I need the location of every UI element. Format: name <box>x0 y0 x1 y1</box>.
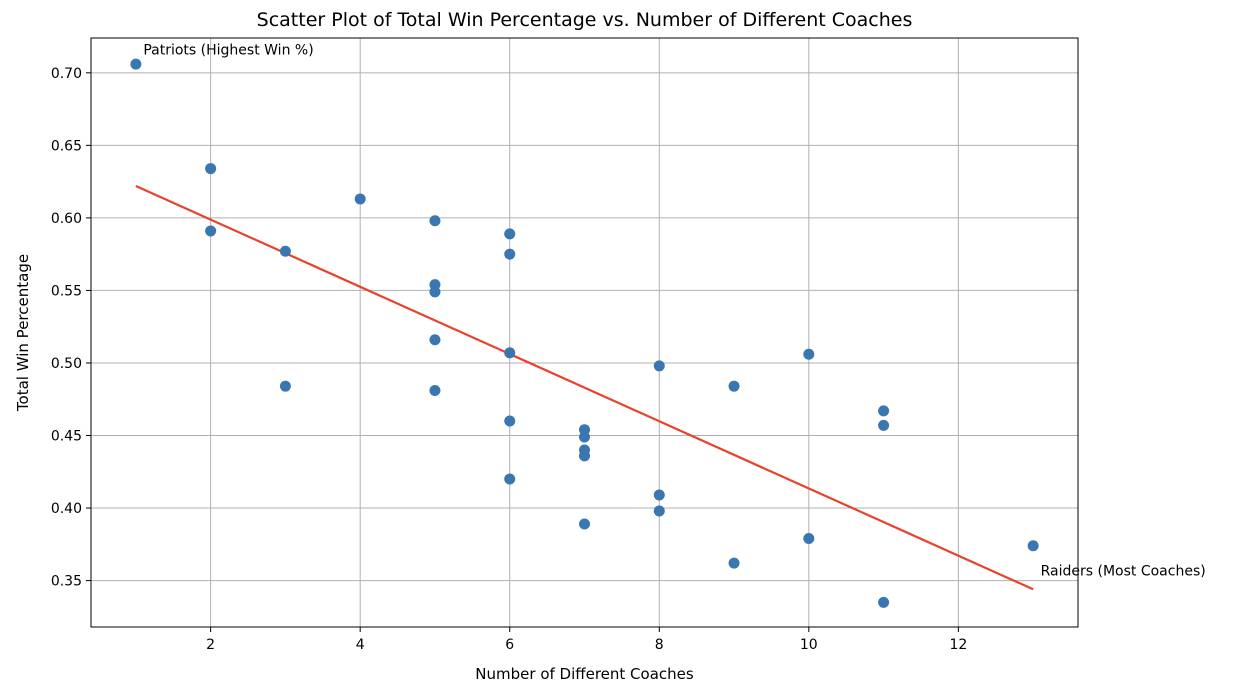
data-point <box>429 286 441 298</box>
data-point <box>504 228 516 240</box>
axis-ticks: 2 4 6 8 10 12 0.35 0.40 0.45 0.50 0.55 0.60 0.65 0.70 <box>51 66 967 653</box>
data-point <box>279 245 291 257</box>
x-tick-label: 6 <box>505 637 514 653</box>
data-point <box>653 505 665 517</box>
data-point <box>504 473 516 485</box>
point-annotation: Raiders (Most Coaches) <box>1041 563 1206 579</box>
data-point <box>354 193 366 205</box>
y-tick-label: 0.65 <box>51 138 82 154</box>
x-tick-label: 2 <box>206 637 215 653</box>
data-point <box>504 347 516 359</box>
y-tick-label: 0.35 <box>51 574 82 590</box>
annotations: Patriots (Highest Win %) Raiders (Most Co… <box>143 43 1205 580</box>
grid-lines <box>91 38 1078 627</box>
data-point <box>429 385 441 397</box>
data-point <box>130 58 142 70</box>
y-tick-label: 0.45 <box>51 429 82 445</box>
data-points <box>130 58 1039 608</box>
data-point <box>205 225 217 237</box>
y-tick-label: 0.50 <box>51 356 82 372</box>
data-point <box>653 489 665 501</box>
data-point <box>878 419 890 431</box>
data-point <box>504 415 516 427</box>
data-point <box>803 533 815 545</box>
y-tick-label: 0.70 <box>51 66 82 82</box>
y-tick-label: 0.55 <box>51 283 82 299</box>
data-point <box>279 380 291 392</box>
data-point <box>878 596 890 608</box>
data-point <box>579 431 590 443</box>
y-tick-label: 0.60 <box>51 211 82 227</box>
x-tick-label: 10 <box>800 637 818 653</box>
data-point <box>504 248 516 260</box>
data-point <box>803 348 815 360</box>
x-tick-label: 4 <box>356 637 365 653</box>
data-point <box>579 518 590 530</box>
data-point <box>878 405 890 417</box>
data-point <box>728 380 740 392</box>
data-point <box>579 450 590 462</box>
chart-title: Scatter Plot of Total Win Percentage vs.… <box>257 9 913 31</box>
data-point <box>728 557 740 569</box>
x-tick-label: 12 <box>949 637 967 653</box>
data-point <box>429 334 441 346</box>
data-point <box>653 360 665 372</box>
data-point <box>429 215 441 227</box>
data-point <box>1027 540 1039 552</box>
point-annotation: Patriots (Highest Win %) <box>143 43 313 59</box>
y-axis-label: Total Win Percentage <box>14 254 32 412</box>
x-tick-label: 8 <box>655 637 664 653</box>
plot-area-frame <box>90 37 1079 628</box>
y-tick-label: 0.40 <box>51 501 82 517</box>
x-axis-label: Number of Different Coaches <box>475 665 694 683</box>
data-point <box>205 163 217 175</box>
